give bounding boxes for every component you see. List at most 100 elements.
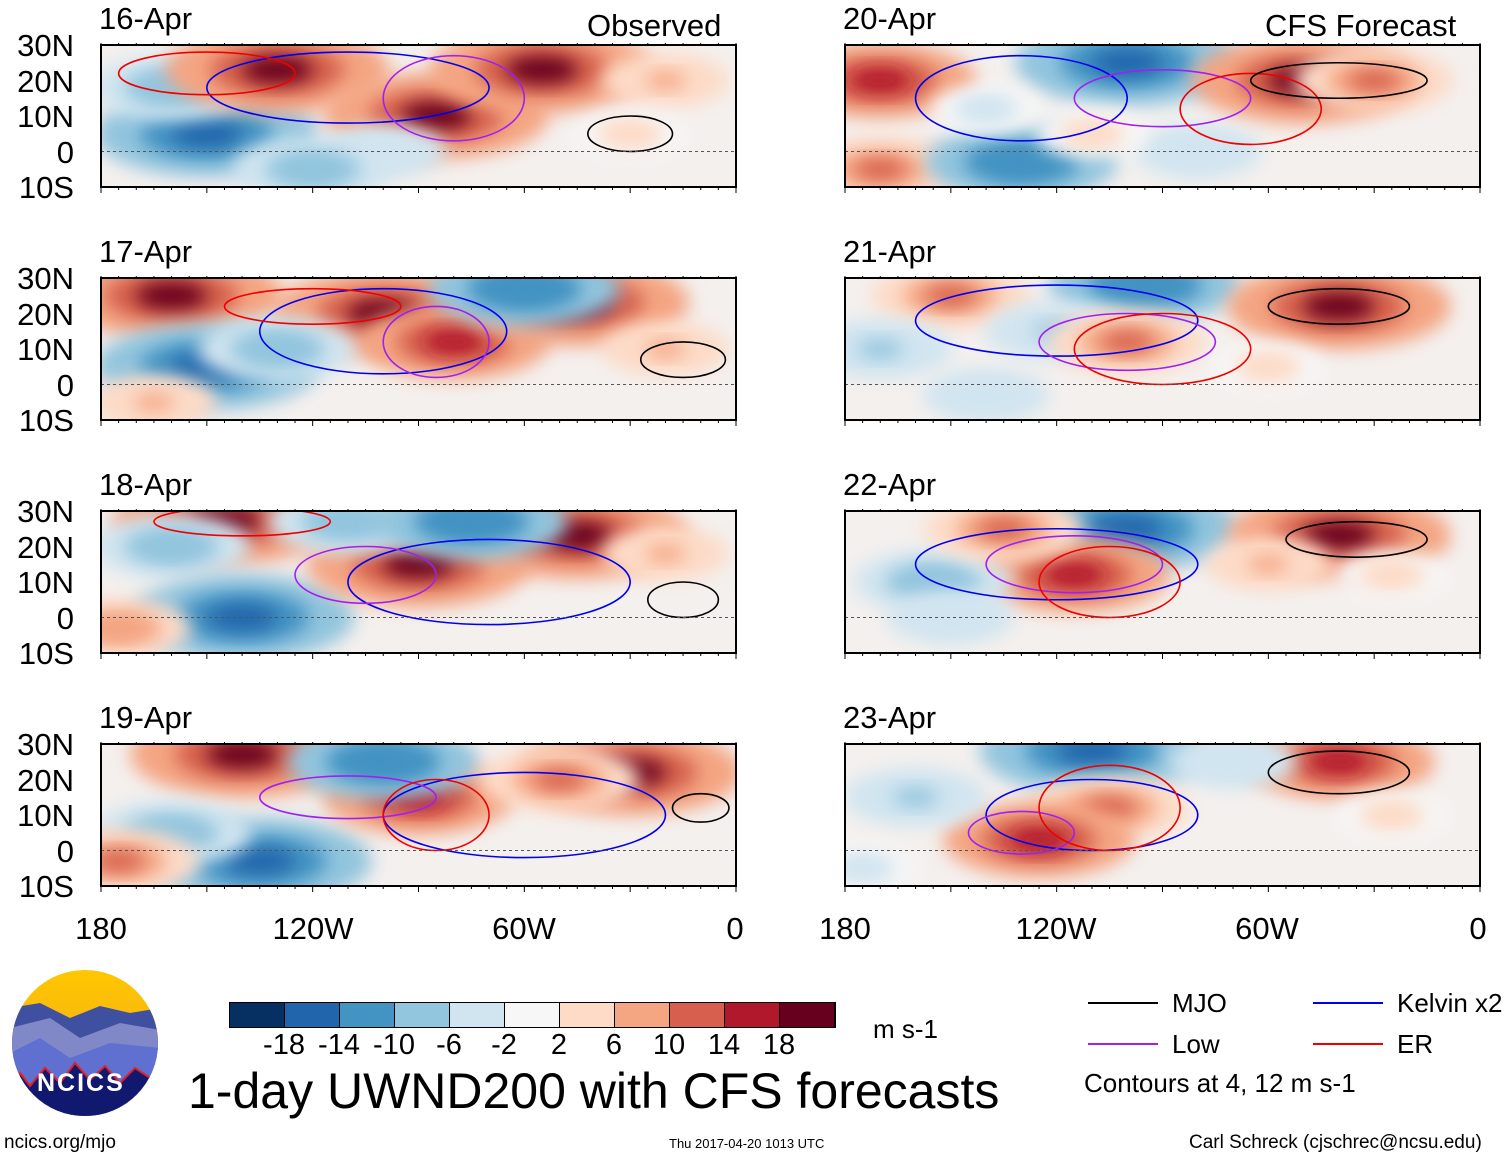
lon-tick-left: 180 — [75, 911, 127, 946]
wind-anomaly — [1056, 744, 1128, 765]
wind-anomaly — [206, 603, 278, 632]
lat-tick: 10N — [17, 332, 74, 367]
colorbar-swatch — [230, 1003, 285, 1027]
lat-tick: 30N — [17, 261, 74, 296]
lon-tick-right: 180 — [819, 911, 871, 946]
lat-tick: 20N — [17, 63, 74, 99]
panel-date: 19-Apr — [99, 700, 193, 735]
wind-anomaly — [930, 609, 972, 626]
wind-anomaly — [223, 847, 296, 875]
colorbar-tick: 18 — [762, 1029, 796, 1061]
wind-anomaly — [241, 56, 314, 84]
colorbar-tick: 14 — [707, 1029, 741, 1061]
lat-tick: 10N — [17, 798, 74, 833]
colorbar-swatch — [780, 1003, 835, 1027]
colorbar-tick: -14 — [318, 1029, 360, 1061]
figure-title: 1-day UWND200 with CFS forecasts — [188, 1063, 1000, 1119]
observed-label: Observed — [587, 8, 722, 43]
map-panel — [100, 276, 737, 426]
legend-label: ER — [1397, 1029, 1434, 1059]
colorbar-swatch — [285, 1003, 340, 1027]
wind-anomaly — [854, 159, 906, 180]
panel-date: 22-Apr — [843, 467, 937, 502]
contour-kelvin-x2 — [258, 287, 508, 375]
website-link[interactable]: ncics.org/mjo — [4, 1132, 116, 1153]
contour-mjo — [671, 792, 730, 823]
lat-tick: 20N — [17, 762, 74, 798]
contour-er — [1179, 72, 1323, 146]
colorbar — [229, 1002, 836, 1028]
colorbar-tick: 10 — [652, 1029, 686, 1061]
contour-low — [258, 775, 437, 820]
wind-anomaly — [1177, 143, 1219, 160]
wind-anomaly — [287, 159, 339, 180]
wind-anomaly — [423, 329, 485, 354]
lat-tick: 0 — [56, 600, 74, 636]
legend-label: Kelvin x2 — [1397, 988, 1503, 1018]
wind-anomaly — [1114, 278, 1176, 298]
map-panel — [100, 509, 737, 659]
wind-anomaly — [145, 536, 198, 557]
wind-anomaly — [990, 150, 1053, 175]
wind-anomaly — [1303, 292, 1375, 321]
wind-anomaly — [170, 119, 243, 148]
contour-kelvin-x2 — [914, 284, 1199, 357]
wind-anomaly — [322, 511, 374, 532]
map-panel — [100, 742, 737, 892]
author-credit: Carl Schreck (cjschrec@ncsu.edu) — [1189, 1132, 1482, 1153]
map-panel — [844, 276, 1481, 426]
wind-anomaly — [845, 860, 881, 876]
lat-tick: 30N — [17, 28, 74, 63]
wind-anomaly — [978, 518, 1030, 539]
colorbar-tick: -18 — [263, 1029, 305, 1061]
wind-anomaly — [1348, 70, 1400, 91]
contour-er — [382, 778, 490, 852]
wind-anomaly — [135, 281, 208, 310]
map-panel — [844, 742, 1481, 892]
wind-anomaly — [101, 618, 142, 638]
wind-anomaly — [1101, 331, 1153, 353]
colorbar-tick: -10 — [373, 1029, 415, 1061]
contour-mjo — [639, 341, 727, 379]
contour-low — [382, 54, 526, 142]
wind-anomaly — [1091, 514, 1164, 543]
contour-er — [1073, 312, 1252, 386]
colorbar-swatch — [725, 1003, 780, 1027]
wind-anomaly — [1303, 522, 1375, 550]
contour-mjo — [1285, 520, 1428, 558]
lon-tick-left: 0 — [726, 911, 744, 946]
lat-tick: 10S — [18, 636, 74, 671]
contour-er — [117, 51, 296, 96]
lat-tick: 10N — [17, 99, 74, 134]
contour-mjo — [1267, 287, 1411, 325]
wind-anomaly — [644, 545, 686, 563]
legend-line — [1313, 1043, 1383, 1045]
lat-tick: 30N — [17, 727, 74, 762]
colorbar-tick: -6 — [436, 1029, 462, 1061]
legend-label: MJO — [1172, 988, 1227, 1018]
lat-tick: 0 — [56, 833, 74, 869]
wind-anomaly — [251, 338, 303, 360]
contour-kelvin-x2 — [914, 54, 1129, 142]
panel-date: 20-Apr — [843, 1, 937, 36]
wind-anomaly — [857, 339, 904, 359]
colorbar-swatch — [670, 1003, 725, 1027]
lat-tick: 0 — [56, 367, 74, 403]
contour-kelvin-x2 — [914, 527, 1199, 601]
colorbar-swatch — [615, 1003, 670, 1027]
wind-anomaly — [644, 340, 686, 358]
lat-tick: 10S — [18, 170, 74, 205]
contour-er — [223, 287, 402, 325]
panel-date: 23-Apr — [843, 700, 937, 735]
colorbar-swatch — [340, 1003, 395, 1027]
wind-anomaly — [1247, 555, 1289, 573]
lat-tick: 10S — [18, 403, 74, 438]
timestamp: Thu 2017-04-20 1013 UTC — [669, 1136, 825, 1151]
lon-tick-right: 60W — [1235, 911, 1299, 946]
contour-mjo — [1249, 61, 1428, 100]
contour-low — [1038, 312, 1217, 372]
ncics-logo — [12, 970, 158, 1116]
legend-line — [1088, 1002, 1158, 1004]
map-panel — [844, 509, 1481, 659]
